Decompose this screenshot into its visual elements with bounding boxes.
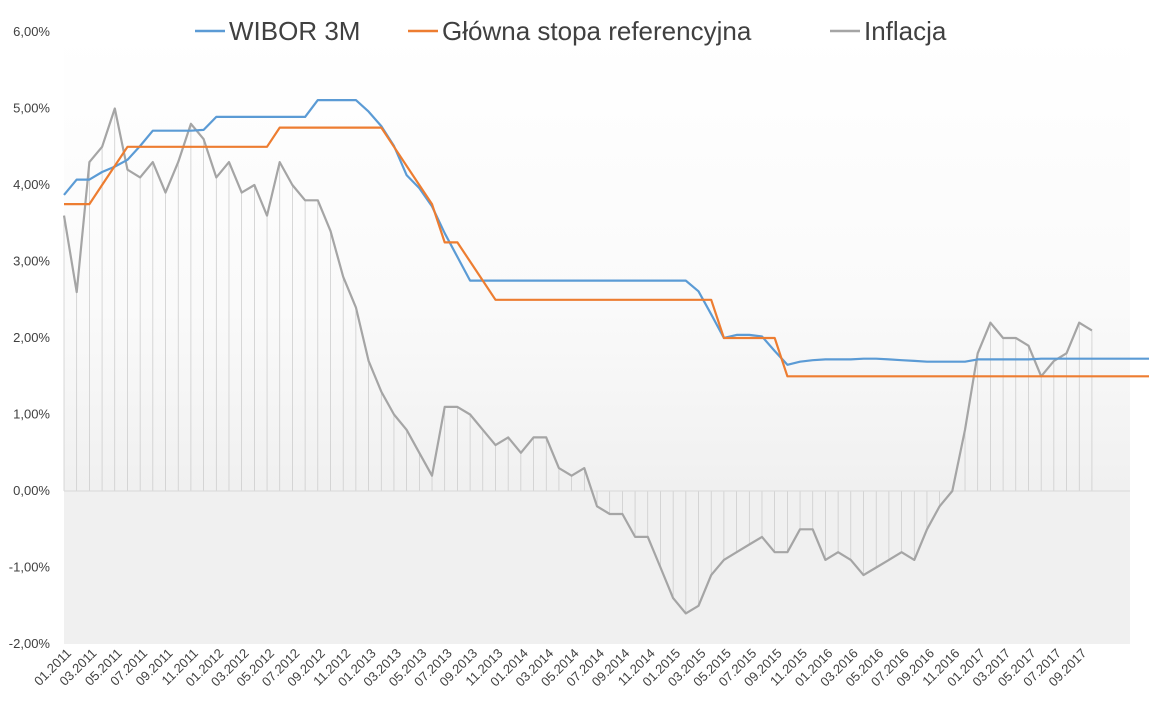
- y-tick-label: 6,00%: [13, 24, 50, 39]
- vertical-gridlines: [63, 108, 1130, 614]
- y-tick-label: -1,00%: [9, 560, 51, 575]
- y-tick-label: 4,00%: [13, 177, 50, 192]
- plot-area-background: [64, 32, 1130, 491]
- inflacja-line: [62, 107, 1093, 615]
- plot-negative-background: [64, 491, 1130, 644]
- y-tick-label: 2,00%: [13, 330, 50, 345]
- legend: WIBOR 3M Główna stopa referencyjna Inflacj…: [195, 16, 947, 46]
- wibor-3m-line: [63, 98, 1149, 366]
- legend-label: Inflacja: [864, 16, 947, 46]
- glowna-stopa-line: [64, 126, 1149, 378]
- y-tick-label: 1,00%: [13, 407, 50, 422]
- legend-label: WIBOR 3M: [229, 16, 360, 46]
- y-tick-label: -2,00%: [9, 636, 51, 651]
- y-axis-tick-labels: -2,00% -1,00% 0,00% 1,00% 2,00% 3,00% 4,00% 5,0…: [9, 24, 51, 651]
- y-tick-label: 3,00%: [13, 254, 50, 269]
- y-tick-label: 5,00%: [13, 101, 50, 116]
- series-lines: [62, 98, 1149, 615]
- legend-label: Główna stopa referencyjna: [442, 16, 752, 46]
- y-tick-label: 0,00%: [13, 483, 50, 498]
